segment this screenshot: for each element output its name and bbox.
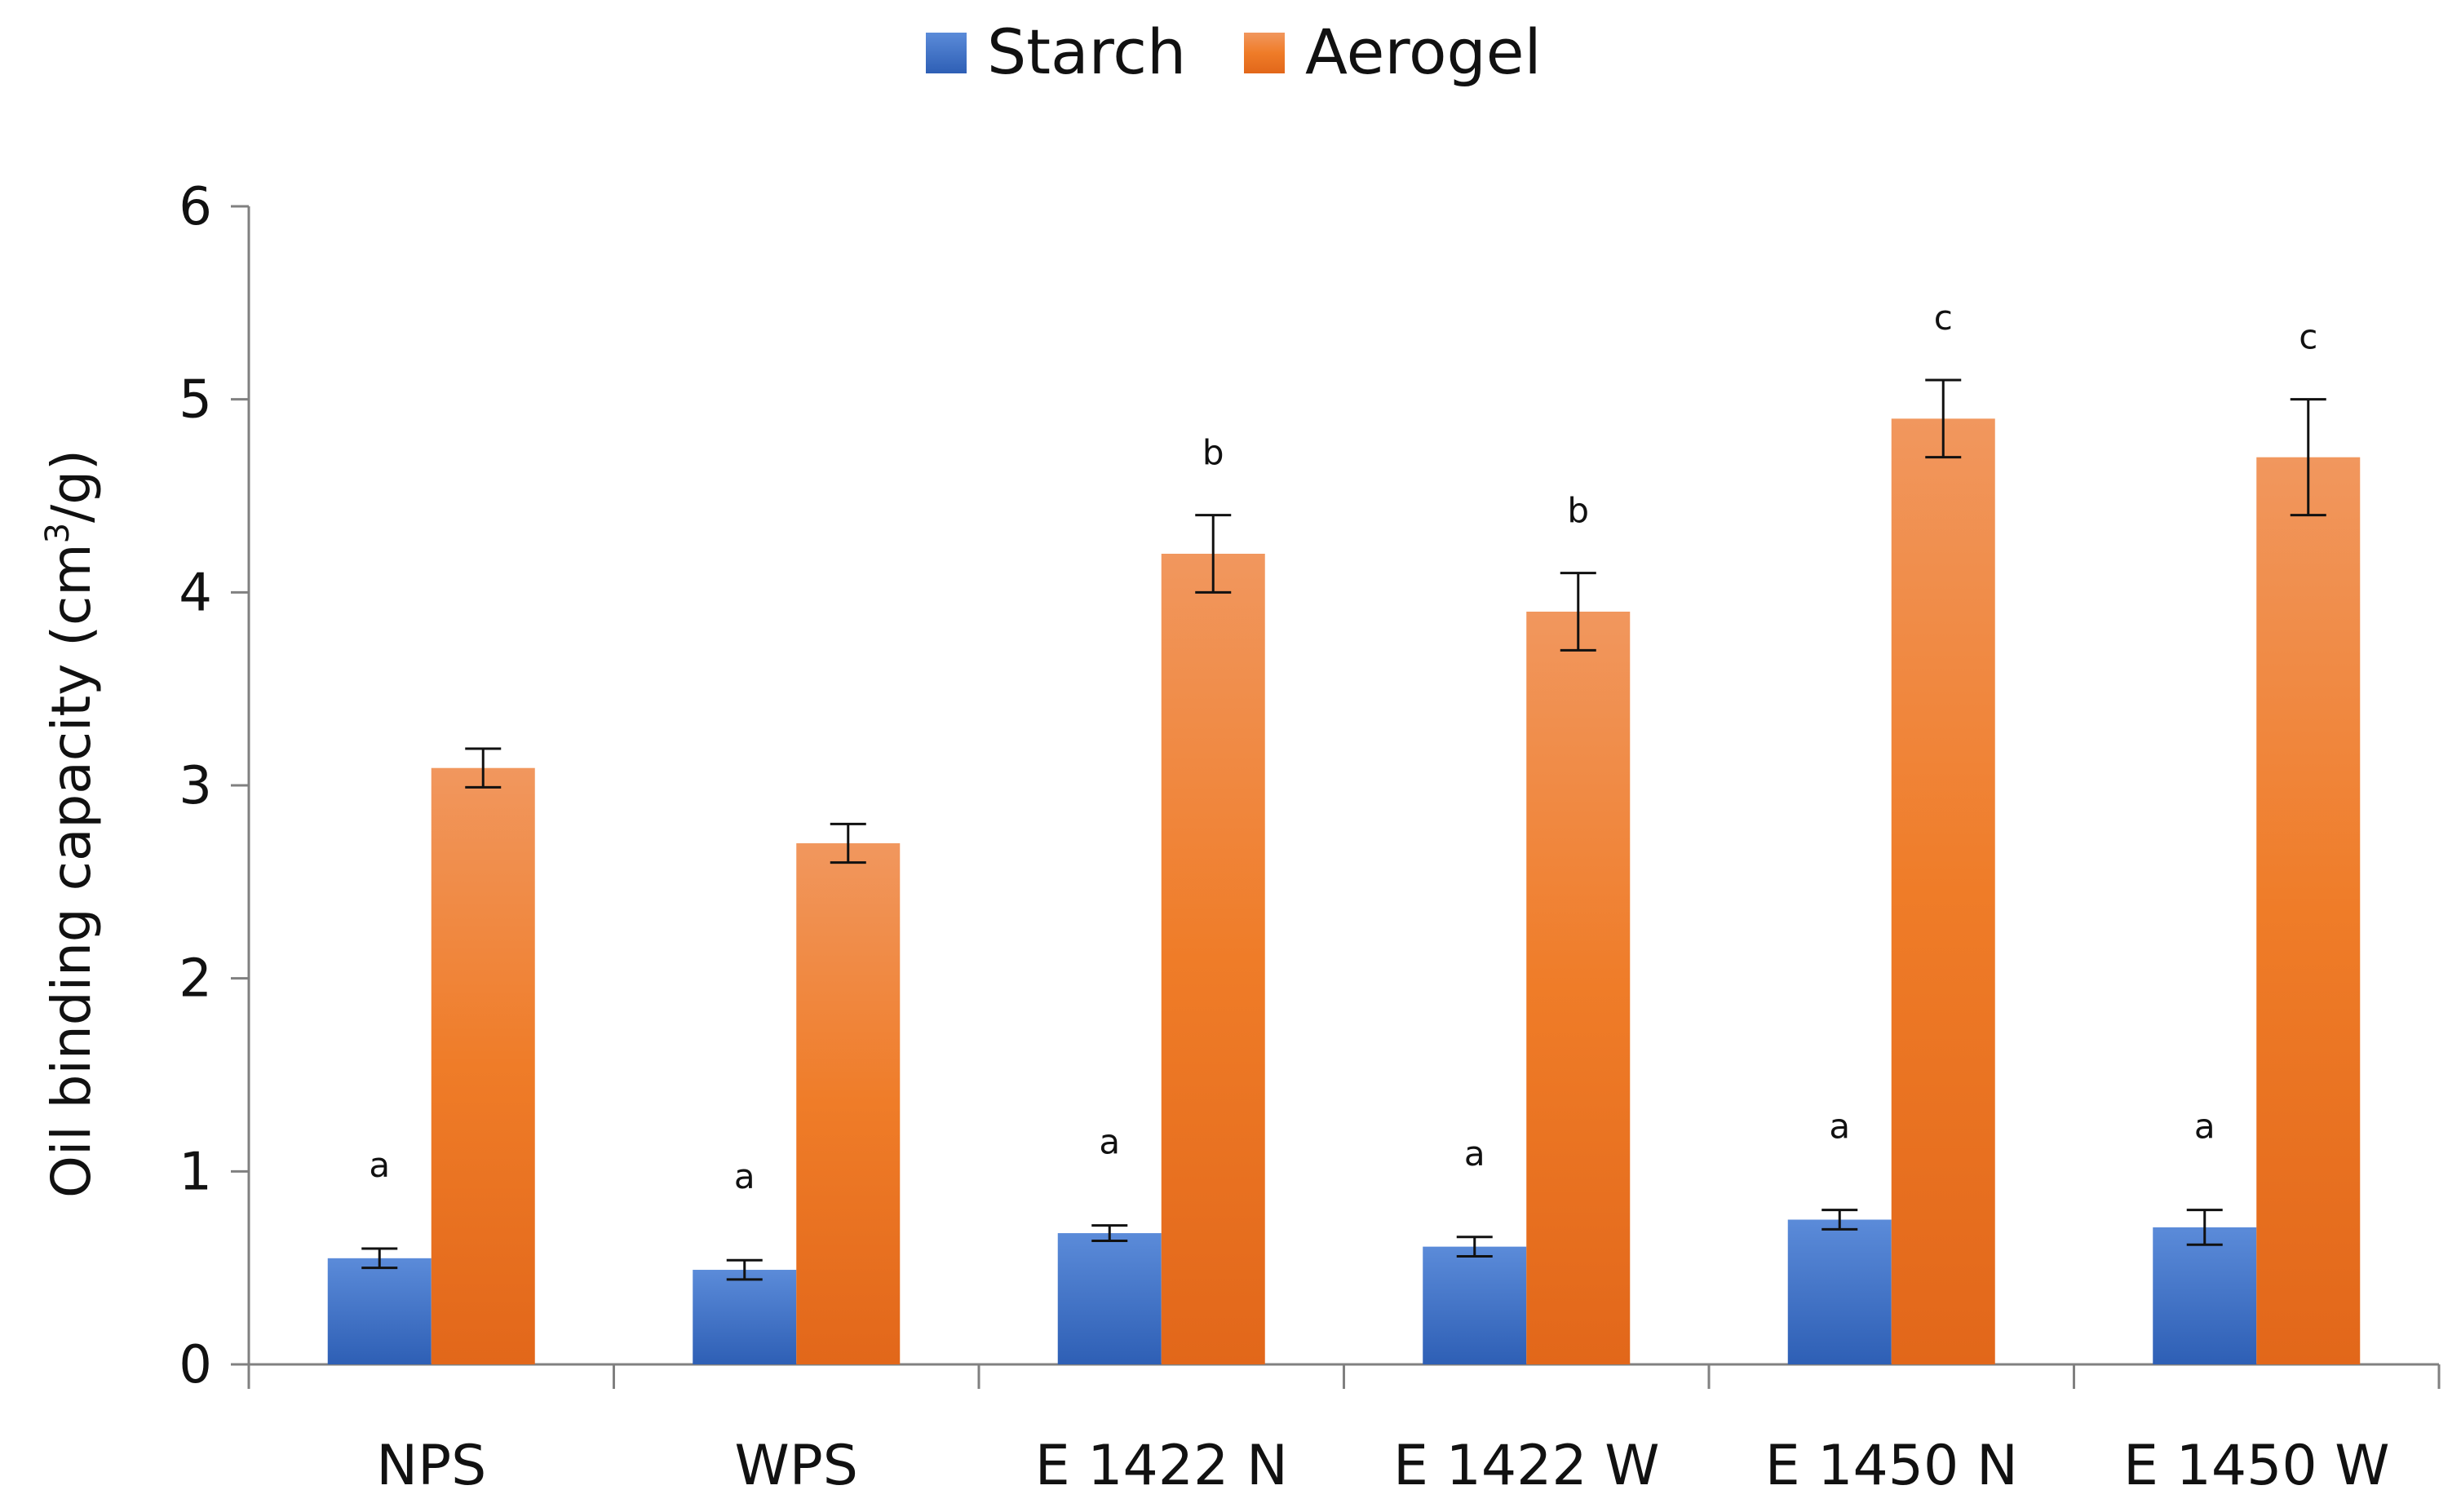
error-bar-aerogel [1195, 514, 1232, 594]
y-tick-label: 3 [179, 756, 212, 816]
error-bar-aerogel [465, 747, 502, 789]
svg-text:Oil binding capacity (cm3/g): Oil binding capacity (cm3/g) [39, 449, 103, 1198]
bar-starch [1423, 1246, 1527, 1364]
significance-label-starch: a [369, 1145, 390, 1185]
legend-label-starch: Starch [987, 15, 1186, 88]
y-axis-title: Oil binding capacity (cm3/g) [39, 449, 103, 1198]
error-bar-starch [2186, 1209, 2223, 1246]
error-bar-starch [361, 1247, 398, 1270]
significance-label-aerogel: c [1934, 298, 1953, 338]
y-tick-label: 5 [179, 370, 212, 431]
legend-swatch-aerogel [1244, 33, 1285, 73]
error-bar-starch [1821, 1209, 1858, 1231]
legend-swatch-starch [926, 33, 967, 73]
significance-label-starch: a [2194, 1107, 2215, 1147]
bar-starch [1057, 1233, 1162, 1364]
significance-label-starch: a [1464, 1134, 1485, 1174]
y-axis-title-tail: /g) [40, 449, 103, 523]
bar-starch [693, 1270, 797, 1364]
y-tick-label: 4 [179, 563, 212, 623]
x-tick-label: E 1450 N [1765, 1434, 2018, 1498]
bar-starch [2153, 1227, 2257, 1364]
x-tick-label: WPS [735, 1434, 858, 1498]
error-bar-aerogel [830, 822, 866, 864]
legend-label-aerogel: Aerogel [1305, 15, 1542, 88]
legend: Starch Aerogel [926, 15, 1542, 88]
error-bar-starch [1456, 1236, 1493, 1258]
x-tick-label: E 1450 W [2123, 1434, 2390, 1498]
error-bars [361, 378, 2326, 1281]
error-bar-starch [1091, 1224, 1128, 1243]
y-axis-title-main: Oil binding capacity (cm [40, 543, 103, 1198]
bars [327, 418, 2361, 1365]
y-tick-label: 6 [179, 177, 212, 237]
y-tick-label: 2 [179, 949, 212, 1010]
error-bar-aerogel [1560, 572, 1596, 652]
x-tick-label: E 1422 N [1035, 1434, 1288, 1498]
bar-aerogel [431, 767, 535, 1364]
x-axis: NPS WPS E 1422 N E 1422 W E 1450 N E 1450 W [247, 1363, 2441, 1498]
y-tick-label: 0 [179, 1335, 212, 1395]
bar-aerogel [2256, 457, 2361, 1364]
bar-starch [1787, 1219, 1892, 1364]
significance-label-aerogel: c [2299, 317, 2317, 357]
bar-aerogel [1161, 554, 1265, 1364]
y-tick-label: 1 [179, 1142, 212, 1202]
significance-label-starch: a [1829, 1107, 1850, 1147]
error-bar-aerogel [1925, 378, 1962, 459]
significance-label-starch: a [1099, 1122, 1120, 1162]
error-bar-aerogel [2290, 398, 2326, 517]
x-tick-label: NPS [376, 1434, 486, 1498]
error-bar-starch [726, 1258, 763, 1281]
bar-starch [327, 1258, 432, 1364]
significance-label-aerogel: b [1567, 491, 1589, 531]
y-axis: 0 1 2 3 4 5 6 [179, 177, 250, 1395]
significance-label-starch: a [734, 1156, 755, 1196]
y-axis-title-sup: 3 [39, 523, 77, 543]
significance-labels: a a a a a a b b c c [369, 298, 2317, 1196]
significance-label-aerogel: b [1202, 433, 1224, 473]
bar-aerogel [796, 843, 901, 1364]
bar-aerogel [1526, 612, 1631, 1364]
x-tick-label: E 1422 W [1393, 1434, 1660, 1498]
bar-aerogel [1891, 418, 1995, 1365]
